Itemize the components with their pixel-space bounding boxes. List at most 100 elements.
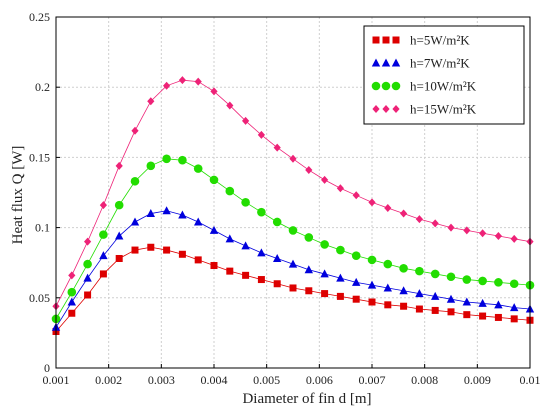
data-point [146,209,155,218]
data-point [447,223,455,232]
data-point [463,311,471,319]
data-point [494,300,503,309]
data-point [479,229,487,238]
data-point [352,191,360,200]
data-point [273,143,281,152]
data-point [367,280,377,289]
x-tick-label: 0.004 [201,373,228,387]
x-ticks: 0.001 0.002 0.003 0.004 0.005 0.006 0.007 0.008… [43,364,541,387]
data-point [178,210,187,219]
legend-marker [371,81,381,91]
data-point [336,273,345,282]
data-point [225,186,235,196]
x-tick-label: 0.007 [359,373,386,387]
data-point [399,264,408,273]
x-tick-label: 0.001 [43,373,70,387]
data-point [479,312,487,320]
data-point [147,243,155,251]
data-point [209,225,219,234]
legend-entry: h=10W/m²K [371,79,477,94]
data-point [289,284,297,292]
data-point [99,251,108,260]
data-point [321,175,329,184]
data-point [241,198,250,207]
data-point [447,308,455,316]
plot-frame [55,16,531,369]
data-point [131,246,139,254]
data-point [399,286,408,295]
y-tick-label: 0 [44,361,50,375]
data-point [194,77,202,86]
data-point [367,255,377,265]
data-point [415,215,423,224]
data-point [162,154,171,164]
data-point [272,217,282,227]
data-point [462,297,471,306]
legend-marker [372,36,380,44]
data-point [257,207,266,217]
legend-marker [381,58,391,67]
x-tick-label: 0.01 [520,373,541,387]
data-point [368,198,376,207]
data-point [146,161,156,171]
data-point [257,276,265,284]
series-4 [52,76,534,311]
data-point [84,237,92,246]
series-line [55,158,531,320]
legend-marker [371,58,381,67]
y-tick-label: 0.15 [29,150,50,164]
legend-entry: h=15W/m²K [372,102,477,117]
data-point [178,76,186,85]
data-point [431,291,440,300]
data-point [242,271,250,279]
data-point [225,234,234,243]
data-point [68,271,76,280]
data-point [305,166,313,175]
legend-marker [382,105,390,113]
legend-marker [382,36,390,44]
data-point [67,287,77,297]
legend-entry: h=5W/m²K [372,33,470,48]
data-point [67,297,76,306]
data-point [130,176,140,186]
data-point [84,291,92,299]
y-tick-label: 0.2 [35,80,50,94]
data-point [304,233,314,242]
x-tick-label: 0.006 [306,373,333,387]
legend-marker [372,105,380,113]
legend-entry: h=7W/m²K [371,56,470,71]
x-tick-label: 0.005 [253,373,280,387]
data-point [494,232,502,241]
data-point [68,309,76,317]
data-point [163,81,171,90]
data-point [83,259,92,269]
data-point [400,302,408,310]
legend-box [363,25,525,125]
data-point [415,266,424,276]
data-point [273,253,282,262]
data-point [446,294,456,303]
series-3 [51,154,535,324]
data-point [351,251,361,260]
data-point [289,154,297,163]
legend-marker [391,58,401,67]
y-tick-label: 0.05 [29,291,50,305]
data-point [99,230,108,239]
y-ticks: 0 0.05 0.1 0.15 0.2 0.25 [29,10,60,375]
data-point [241,241,250,250]
data-point [352,277,361,286]
data-point [383,283,392,292]
data-point [115,161,123,170]
data-point [242,116,250,125]
data-point [510,315,518,323]
series-layer [51,76,535,335]
data-point [130,217,140,226]
x-tick-label: 0.003 [148,373,175,387]
x-tick-label: 0.008 [411,373,438,387]
data-point [431,306,439,314]
data-point [115,231,124,240]
data-point [478,298,487,307]
data-point [400,209,408,218]
x-tick-label: 0.002 [95,373,122,387]
legend: h=5W/m²K h=7W/m²K h=10W/m²K h=15W/m²K [363,25,525,125]
